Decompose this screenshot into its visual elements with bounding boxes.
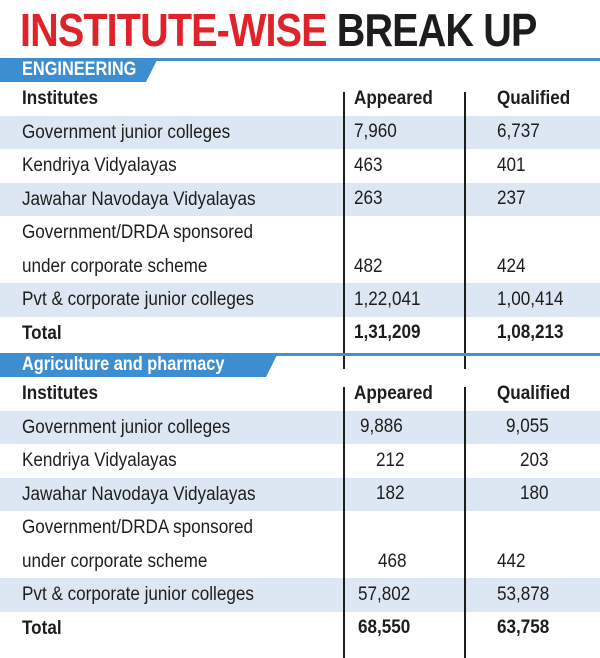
appeared-value: 9,886 bbox=[360, 416, 403, 438]
section-agriculture-pharmacy: Agriculture and pharmacy Institutes Appe… bbox=[0, 353, 600, 658]
table-row: Kendriya Vidyalayas 463 401 bbox=[0, 149, 600, 183]
qualified-value: 237 bbox=[497, 188, 526, 210]
column-header-institutes: Institutes bbox=[22, 88, 99, 109]
appeared-value: 263 bbox=[354, 188, 383, 210]
total-label: Total bbox=[22, 617, 62, 639]
section-rule bbox=[0, 58, 600, 61]
title-highlight: INSTITUTE-WISE bbox=[20, 4, 327, 56]
section-label: Agriculture and pharmacy bbox=[0, 353, 278, 377]
appeared-value: 212 bbox=[376, 449, 405, 471]
qualified-value: 424 bbox=[497, 256, 526, 277]
total-qualified: 1,08,213 bbox=[497, 322, 564, 344]
institute-name: Pvt & corporate junior colleges bbox=[22, 289, 254, 310]
total-appeared: 1,31,209 bbox=[354, 322, 421, 344]
total-row: Total 68,550 63,758 bbox=[0, 612, 600, 646]
page-title: INSTITUTE-WISE BREAK UP bbox=[20, 4, 538, 56]
table-row: Government/DRDA sponsored under corporat… bbox=[0, 216, 600, 283]
qualified-value: 53,878 bbox=[497, 583, 550, 605]
institute-name: Kendriya Vidyalayas bbox=[22, 155, 177, 176]
column-divider bbox=[464, 387, 466, 658]
table-row: Pvt & corporate junior colleges 57,802 5… bbox=[0, 578, 600, 612]
table-row: Government/DRDA sponsored under corporat… bbox=[0, 511, 600, 578]
appeared-value: 7,960 bbox=[354, 121, 397, 143]
appeared-value: 1,22,041 bbox=[354, 288, 421, 310]
column-header-qualified: Qualified bbox=[497, 382, 571, 404]
table-row: Jawahar Navodaya Vidyalayas 263 237 bbox=[0, 182, 600, 216]
column-header-appeared: Appeared bbox=[354, 87, 433, 109]
institute-name: Government junior colleges bbox=[22, 121, 231, 143]
total-label: Total bbox=[22, 322, 62, 344]
total-qualified: 63,758 bbox=[497, 617, 550, 639]
column-divider bbox=[343, 92, 345, 369]
qualified-value: 6,737 bbox=[497, 121, 540, 143]
section-band: Agriculture and pharmacy bbox=[0, 353, 600, 377]
title-rest: BREAK UP bbox=[336, 4, 538, 56]
institute-name: Government/DRDA sponsored under corporat… bbox=[22, 517, 253, 572]
total-appeared: 68,550 bbox=[358, 617, 411, 639]
section-rule bbox=[0, 353, 600, 356]
column-header-appeared: Appeared bbox=[354, 382, 433, 404]
appeared-value: 463 bbox=[354, 154, 383, 176]
institute-name: Government junior colleges bbox=[22, 416, 231, 438]
qualified-value: 401 bbox=[497, 154, 526, 176]
qualified-value: 9,055 bbox=[506, 416, 549, 438]
table-row: Kendriya Vidyalayas 212 203 bbox=[0, 444, 600, 478]
institute-name: Pvt & corporate junior colleges bbox=[22, 584, 254, 605]
appeared-value: 57,802 bbox=[358, 583, 411, 605]
appeared-value: 482 bbox=[354, 256, 383, 277]
institute-name: Kendriya Vidyalayas bbox=[22, 450, 177, 471]
total-row: Total 1,31,209 1,08,213 bbox=[0, 317, 600, 351]
section-engineering: ENGINEERING Institutes Appeared Qualifie… bbox=[0, 58, 600, 369]
table-header-row: Institutes Appeared Qualified bbox=[0, 82, 600, 116]
table-row: Pvt & corporate junior colleges 1,22,041… bbox=[0, 283, 600, 317]
column-divider bbox=[464, 92, 466, 369]
institute-name: Government/DRDA sponsored under corporat… bbox=[22, 222, 253, 277]
column-divider bbox=[343, 387, 345, 658]
section-label: ENGINEERING bbox=[0, 58, 158, 82]
table-header-row: Institutes Appeared Qualified bbox=[0, 377, 600, 411]
qualified-value: 442 bbox=[497, 551, 526, 572]
table-row: Jawahar Navodaya Vidyalayas 182 180 bbox=[0, 477, 600, 511]
table-row: Government junior colleges 7,960 6,737 bbox=[0, 115, 600, 149]
section-band: ENGINEERING bbox=[0, 58, 600, 82]
appeared-value: 182 bbox=[376, 483, 405, 505]
institute-name: Jawahar Navodaya Vidyalayas bbox=[22, 188, 256, 210]
qualified-value: 1,00,414 bbox=[497, 288, 564, 310]
column-header-qualified: Qualified bbox=[497, 87, 571, 109]
column-header-institutes: Institutes bbox=[22, 383, 99, 404]
institute-name: Jawahar Navodaya Vidyalayas bbox=[22, 483, 256, 505]
qualified-value: 203 bbox=[520, 449, 549, 471]
qualified-value: 180 bbox=[520, 483, 549, 505]
table-row: Government junior colleges 9,886 9,055 bbox=[0, 410, 600, 444]
appeared-value: 468 bbox=[378, 551, 407, 572]
